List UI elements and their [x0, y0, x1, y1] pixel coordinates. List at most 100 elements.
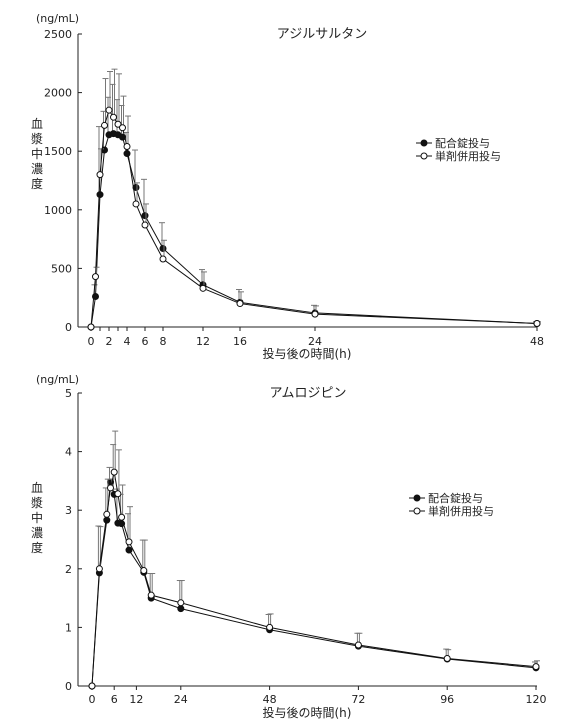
data-point — [110, 113, 117, 121]
data-point — [96, 171, 104, 179]
x-tick-label: 8 — [160, 335, 167, 348]
data-point — [88, 682, 96, 690]
x-tick-label: 12 — [129, 693, 143, 706]
x-tick-label: 48 — [263, 693, 277, 706]
data-point — [532, 663, 540, 671]
data-point — [125, 546, 133, 554]
data-point — [266, 623, 274, 631]
chart-title: アムロジピン — [269, 386, 346, 401]
y-tick-label: 1000 — [44, 204, 72, 217]
x-tick-label: 6 — [142, 335, 149, 348]
y-tick-label: 1500 — [44, 145, 72, 158]
y-axis-label-char: 漿 — [31, 131, 43, 146]
y-tick-label: 1 — [65, 621, 72, 634]
data-point — [87, 323, 95, 331]
data-point — [533, 319, 541, 327]
data-point — [114, 490, 122, 498]
y-axis-label: 血漿中濃度 — [31, 117, 43, 191]
series-2 — [87, 68, 541, 331]
x-tick-label: 4 — [124, 335, 131, 348]
data-point — [119, 124, 126, 132]
legend-marker — [413, 507, 421, 515]
y-axis-label-char: 中 — [31, 510, 43, 525]
y-axis-label-char: 度 — [31, 540, 43, 555]
data-point — [236, 300, 244, 308]
y-tick-label: 2500 — [44, 28, 72, 41]
data-point — [101, 121, 108, 129]
chart-title: アジルサルタン — [277, 27, 367, 42]
data-point — [311, 310, 319, 318]
data-point — [118, 513, 126, 521]
data-point — [110, 468, 118, 476]
x-axis-label: 投与後の時間(h) — [263, 346, 352, 361]
y-tick-label: 5 — [65, 387, 72, 400]
series-1 — [87, 83, 541, 331]
data-point — [96, 191, 104, 199]
series-2 — [88, 430, 540, 690]
data-point — [95, 565, 103, 573]
legend-label: 配合錠投与 — [435, 136, 490, 150]
x-axis-label: 投与後の時間(h) — [263, 705, 352, 720]
y-tick-label: 0 — [65, 680, 72, 693]
y-tick-label: 500 — [51, 262, 72, 275]
y-axis-label-char: 度 — [31, 176, 43, 191]
y-tick-label: 0 — [65, 321, 72, 334]
series-1 — [88, 444, 540, 690]
data-point — [103, 510, 111, 518]
legend-marker — [420, 152, 428, 160]
data-point — [123, 143, 131, 151]
legend-label: 単剤併用投与 — [428, 504, 494, 518]
data-point — [141, 212, 149, 220]
data-point — [159, 255, 167, 263]
y-axis-label-char: 濃 — [31, 162, 43, 176]
data-point — [132, 200, 140, 208]
data-point — [443, 654, 451, 662]
x-tick-label: 96 — [440, 693, 454, 706]
x-tick-label: 72 — [351, 693, 365, 706]
data-point — [141, 221, 149, 229]
data-point — [105, 106, 113, 114]
legend-marker — [420, 139, 428, 147]
x-tick-label: 48 — [530, 335, 544, 348]
y-unit-label: (ng/mL) — [36, 12, 79, 25]
y-tick-label: 2000 — [44, 87, 72, 100]
data-point — [159, 244, 167, 252]
x-tick-label: 24 — [174, 693, 188, 706]
data-point — [103, 516, 111, 524]
data-point — [140, 567, 148, 575]
legend-label: 配合錠投与 — [428, 491, 483, 505]
legend-marker — [413, 494, 421, 502]
y-axis-label-char: 濃 — [31, 526, 43, 540]
y-axis-label-char: 中 — [31, 146, 43, 161]
y-axis-label-char: 血 — [31, 481, 43, 495]
data-point — [92, 273, 99, 281]
series-line — [90, 108, 538, 328]
data-point — [107, 484, 114, 492]
x-tick-label: 120 — [526, 693, 547, 706]
x-tick-label: 12 — [196, 335, 210, 348]
data-point — [123, 150, 131, 158]
data-point — [125, 538, 133, 546]
y-tick-label: 3 — [65, 504, 72, 517]
data-point — [199, 284, 207, 292]
x-tick-label: 2 — [106, 335, 113, 348]
x-tick-label: 0 — [89, 693, 96, 706]
data-point — [147, 591, 155, 599]
data-point — [177, 605, 185, 613]
x-tick-label: 0 — [88, 335, 95, 348]
x-tick-label: 16 — [233, 335, 247, 348]
data-point — [177, 599, 185, 607]
y-tick-label: 2 — [65, 563, 72, 576]
data-point — [354, 641, 362, 649]
x-tick-label: 24 — [308, 335, 322, 348]
y-axis-label-char: 漿 — [31, 495, 43, 510]
y-axis-label-char: 血 — [31, 117, 43, 131]
legend-label: 単剤併用投与 — [435, 149, 501, 163]
y-unit-label: (ng/mL) — [36, 373, 79, 386]
y-tick-label: 4 — [65, 446, 72, 459]
y-axis-label: 血漿中濃度 — [31, 481, 43, 555]
x-tick-label: 6 — [111, 693, 118, 706]
